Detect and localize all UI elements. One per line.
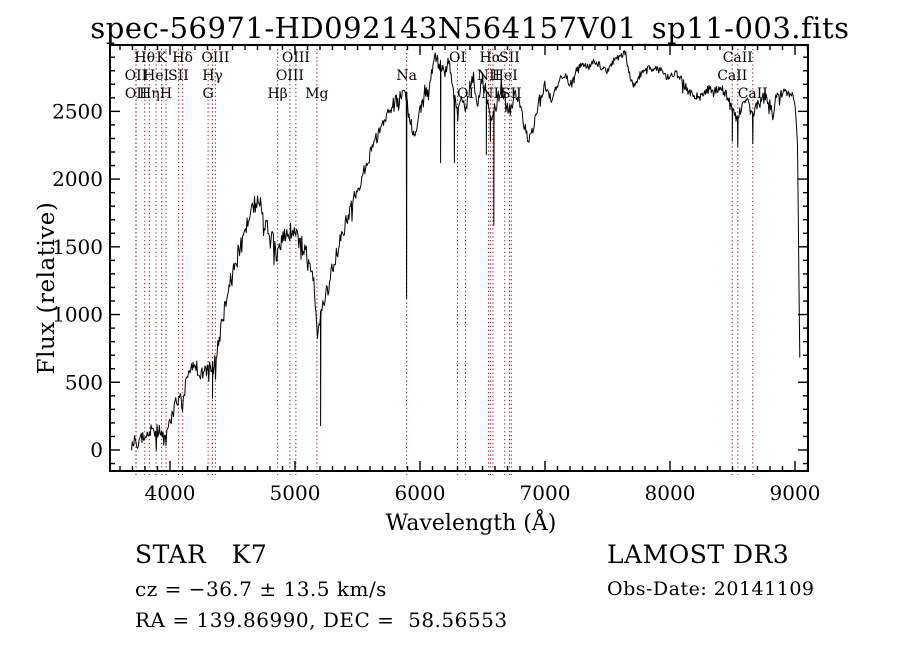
- spectral-line-label: SII: [168, 68, 189, 84]
- spectral-line-label: SII: [499, 50, 520, 66]
- spectral-line-label: Hγ: [202, 68, 223, 84]
- x-axis-label: Wavelength (Å): [385, 511, 557, 536]
- obs-date-text: Obs-Date: 20141109: [607, 578, 815, 600]
- spectral-line-label: CaII: [717, 68, 747, 84]
- spectral-line-label: OII: [125, 86, 148, 102]
- x-tick-label: 4000: [145, 481, 196, 505]
- spectral-line-label: K: [156, 50, 167, 66]
- plot-title: spec-56971-HD092143N564157V01_sp11-003.f…: [90, 11, 850, 45]
- spectral-line-label: OII: [125, 68, 148, 84]
- plot-frame: [109, 44, 809, 472]
- x-tick-label: 9000: [770, 481, 821, 505]
- spectral-line-label: OI: [449, 50, 466, 66]
- spectral-line-label: OIII: [276, 68, 304, 84]
- spectral-line-label: CaII: [723, 50, 753, 66]
- x-tick-label: 8000: [645, 481, 696, 505]
- spectral-line-label: Hθ: [134, 50, 155, 66]
- ra-dec-text: RA = 139.86990, DEC = 58.56553: [135, 608, 508, 632]
- y-tick-label: 2500: [52, 99, 103, 123]
- survey-release-text: LAMOST DR3: [607, 540, 790, 569]
- y-tick-label: 500: [65, 370, 103, 394]
- y-axis-label: Flux (relative): [34, 201, 60, 375]
- spectral-line-label: HeI: [143, 68, 169, 84]
- spectral-line-label: Hδ: [172, 50, 193, 66]
- radial-velocity-text: cz = −36.7 ± 13.5 km/s: [135, 577, 387, 601]
- spectral-line-label: CaII: [738, 86, 768, 102]
- spectral-line-label: OI: [457, 86, 474, 102]
- spectral-line-label: Na: [396, 68, 417, 84]
- x-tick-label: 5000: [270, 481, 321, 505]
- spectral-line-label: Mg: [305, 86, 328, 102]
- y-tick-label: 1000: [52, 303, 103, 327]
- spectral-line-label: HeI: [492, 68, 518, 84]
- object-class-text: STAR K7: [135, 540, 268, 569]
- spectral-line-label: Hα: [480, 50, 502, 66]
- y-tick-label: 0: [90, 438, 103, 462]
- spectral-line-label: Hβ: [267, 86, 287, 102]
- x-tick-label: 7000: [520, 481, 571, 505]
- spectrum-trace: [131, 50, 801, 451]
- spectral-line-label: Hη: [139, 86, 160, 102]
- spectral-line-label: G: [203, 86, 214, 102]
- y-tick-label: 1500: [52, 235, 103, 259]
- spectral-line-label: OIII: [201, 50, 229, 66]
- x-tick-label: 6000: [395, 481, 446, 505]
- spectral-line-label: H: [160, 86, 172, 102]
- spectral-line-label: OIII: [282, 50, 310, 66]
- y-tick-label: 2000: [52, 167, 103, 191]
